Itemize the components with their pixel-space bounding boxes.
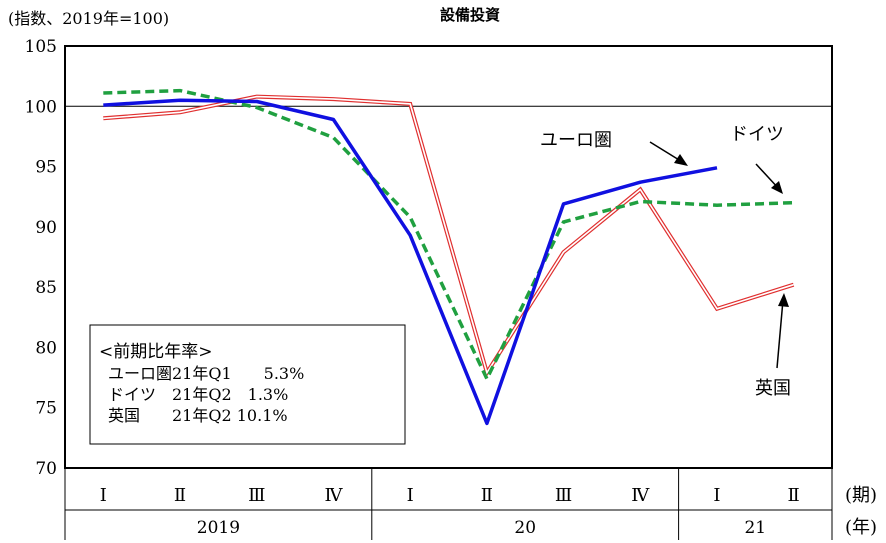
arrowhead-germany-icon: [771, 181, 783, 194]
series-line-germany: [103, 88, 794, 383]
arrowhead-euro-icon: [674, 154, 688, 166]
year-label: 21: [744, 518, 766, 538]
series-line-uk-inner: [103, 95, 794, 375]
x-tick-label: Ⅰ: [713, 485, 720, 506]
growth-rate-line-uk: 英国 21年Q2 10.1%: [108, 406, 288, 425]
year-axis-label: (年): [845, 517, 877, 538]
growth-rate-line-euro: ユーロ圏21年Q1 5.3%: [108, 364, 304, 383]
series-layer: [103, 88, 795, 426]
y-tick-label: 75: [35, 399, 57, 419]
x-tick-label: Ⅰ: [100, 485, 107, 506]
y-tick-labels: 105 100 95 90 85 80 75 70: [25, 37, 57, 479]
x-tick-label: Ⅱ: [174, 485, 186, 506]
y-unit-label: (指数、2019年=100): [8, 9, 169, 28]
growth-rate-box: [89, 324, 406, 445]
chart-title: 設備投資: [440, 6, 500, 24]
plot-area: [64, 45, 833, 469]
y-tick-label: 100: [25, 97, 57, 117]
growth-rate-line-germany: ドイツ 21年Q2 1.3%: [108, 385, 288, 404]
series-label-germany: ドイツ: [730, 124, 784, 145]
y-tick-label: 95: [35, 158, 57, 178]
x-tick-label: Ⅳ: [324, 485, 343, 506]
series-label-euro: ユーロ圏: [540, 130, 612, 151]
series-label-uk: 英国: [755, 378, 791, 399]
x-tick-label: Ⅳ: [631, 485, 650, 506]
year-label: 20: [514, 518, 536, 538]
arrow-uk: [776, 299, 784, 369]
y-tick-label: 80: [35, 338, 57, 358]
x-tick-label: Ⅲ: [555, 485, 572, 506]
x-tick-label: Ⅱ: [481, 485, 493, 506]
x-axis: Ⅰ Ⅱ Ⅲ Ⅳ Ⅰ Ⅱ Ⅲ Ⅳ Ⅰ Ⅱ 2019 20 21: [64, 468, 833, 540]
x-tick-label: Ⅲ: [248, 485, 265, 506]
y-tick-label: 90: [35, 218, 57, 238]
growth-rate-box-title: <前期比年率>: [99, 342, 213, 362]
y-tick-label: 105: [25, 37, 57, 57]
year-label: 2019: [197, 518, 240, 538]
arrowhead-uk-icon: [778, 293, 789, 307]
series-line-euro: [103, 98, 718, 426]
x-tick-label: Ⅰ: [407, 485, 414, 506]
period-axis-label: (期): [845, 485, 877, 506]
y-tick-label: 85: [35, 278, 57, 298]
y-tick-label: 70: [35, 459, 57, 479]
x-tick-label: Ⅱ: [788, 485, 800, 506]
